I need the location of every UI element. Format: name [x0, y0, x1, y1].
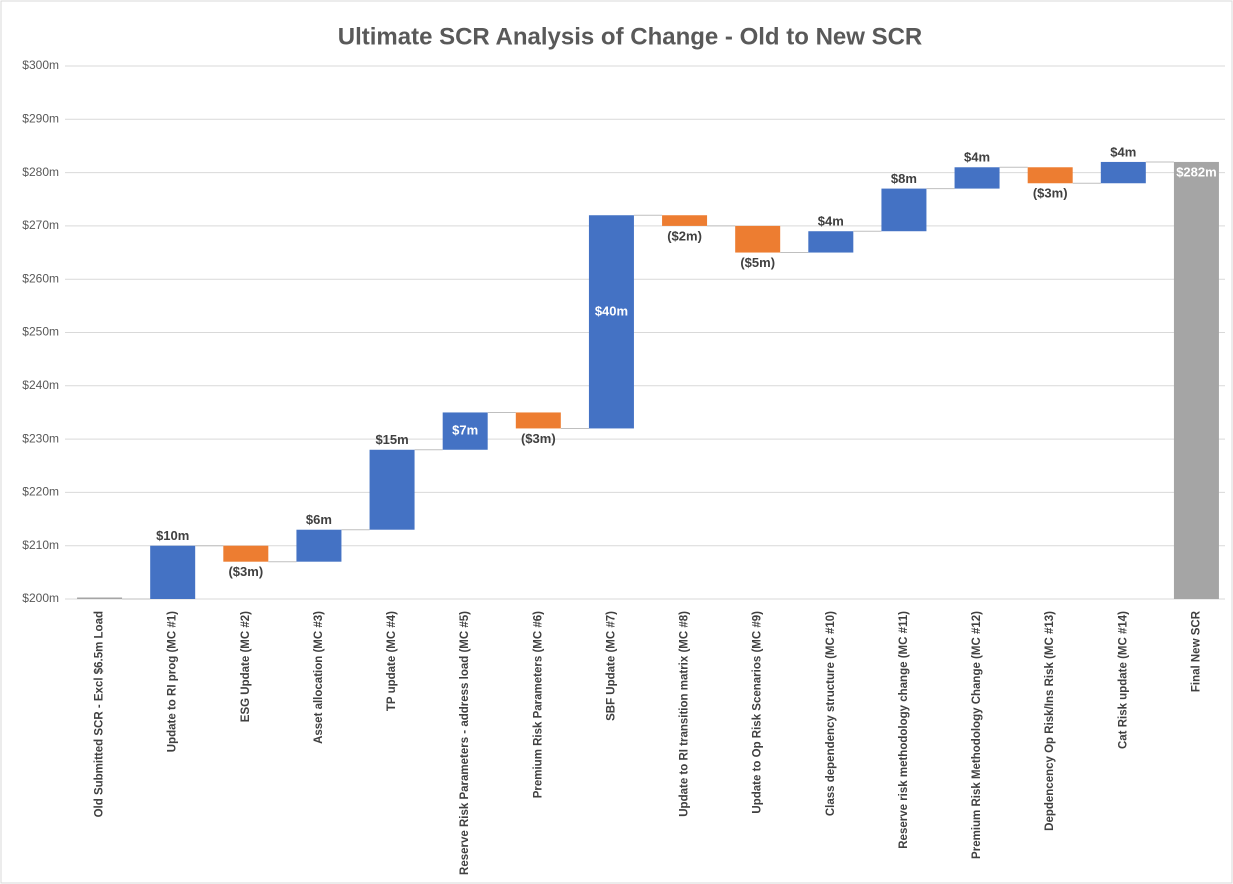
x-tick-label: Old Submitted SCR - Excl $6.5m Load	[94, 611, 106, 817]
y-tick-label: $280m	[22, 165, 59, 179]
bar	[1027, 167, 1073, 184]
value-label: $4m	[964, 150, 990, 165]
value-label: $40m	[595, 303, 628, 318]
bar	[150, 545, 196, 599]
value-label: $4m	[1110, 144, 1136, 159]
bar	[662, 215, 708, 226]
value-label: ($5m)	[740, 255, 775, 270]
bar	[442, 412, 488, 450]
x-tick-label: Reserve risk methodology change (MC #11)	[898, 611, 910, 849]
value-label: ($3m)	[1033, 186, 1068, 201]
value-label: ($3m)	[228, 564, 263, 579]
value-label: $4m	[818, 214, 844, 229]
bar	[77, 597, 123, 599]
x-tick-label: ESG Update (MC #2)	[240, 611, 252, 722]
x-tick-label: Cat Risk update (MC #14)	[1117, 611, 1129, 749]
y-tick-label: $230m	[22, 431, 59, 445]
bar	[588, 215, 634, 429]
x-tick-label: Premium Risk Methodology Change (MC #12)	[971, 611, 983, 859]
y-tick-label: $300m	[22, 58, 59, 72]
x-tick-label: Update to RI transition matrix (MC #8)	[679, 611, 691, 817]
bar	[954, 167, 1000, 189]
value-label: $10m	[156, 528, 189, 543]
x-tick-label: Update to RI prog (MC #1)	[167, 611, 179, 752]
y-tick-label: $270m	[22, 218, 59, 232]
y-tick-label: $290m	[22, 111, 59, 125]
bar	[808, 231, 854, 253]
value-label: $8m	[891, 171, 917, 186]
bar	[296, 529, 342, 562]
y-tick-label: $210m	[22, 538, 59, 552]
value-label: $7m	[452, 423, 478, 438]
value-label: $282m	[1176, 164, 1216, 179]
bar	[735, 225, 781, 253]
value-label: ($2m)	[667, 228, 702, 243]
chart-title: Ultimate SCR Analysis of Change - Old to…	[338, 23, 923, 50]
x-tick-label: Depdencency Op Risk/Ins Risk (MC #13)	[1044, 611, 1056, 831]
x-tick-label: Premium Risk Parameters (MC #6)	[532, 611, 544, 798]
x-tick-label: Reserve Risk Parameters - address load (…	[459, 611, 471, 875]
value-label: $6m	[306, 512, 332, 527]
bar	[369, 449, 415, 530]
y-tick-label: $260m	[22, 271, 59, 285]
value-label: $15m	[375, 432, 408, 447]
y-tick-label: $220m	[22, 485, 59, 499]
x-tick-label: SBF Update (MC #7)	[605, 611, 617, 721]
y-tick-label: $250m	[22, 325, 59, 339]
x-tick-label: TP update (MC #4)	[386, 611, 398, 711]
bar	[1173, 161, 1219, 599]
bar	[223, 545, 269, 562]
bar	[515, 412, 561, 429]
y-tick-label: $200m	[22, 591, 59, 605]
x-tick-label: Class dependency structure (MC #10)	[825, 611, 837, 816]
bar	[881, 188, 927, 232]
x-tick-label: Update to Op Risk Scenarios (MC #9)	[752, 611, 764, 814]
x-tick-label: Asset allocation (MC #3)	[313, 611, 325, 744]
y-tick-label: $240m	[22, 378, 59, 392]
bar	[1100, 161, 1146, 184]
value-label: ($3m)	[521, 431, 556, 446]
x-tick-label: Final New SCR	[1190, 610, 1202, 692]
